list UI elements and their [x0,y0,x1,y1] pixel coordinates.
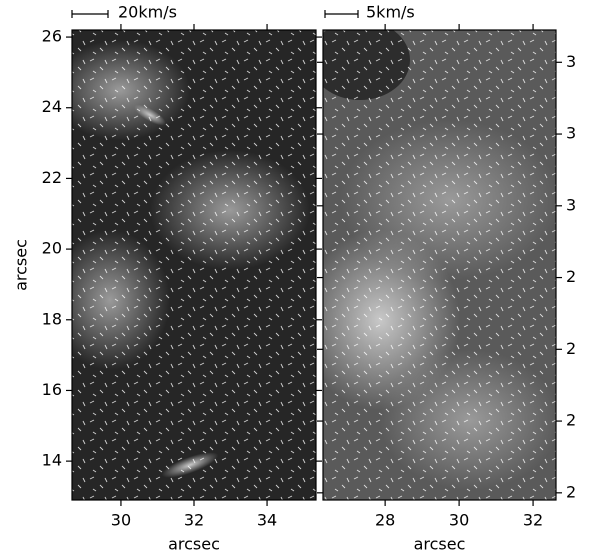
y-tick-label: 2 [566,339,576,358]
y-tick-label: 14 [42,451,62,470]
y-tick-label: 20 [42,239,62,258]
scale-label: 20km/s [118,3,177,22]
x-tick-label: 32 [184,511,204,530]
x-tick-label: 30 [111,511,131,530]
y-tick-label: 18 [42,309,62,328]
y-tick-label: 24 [42,97,62,116]
right-image [323,30,556,500]
y-tick-label: 2 [566,482,576,501]
y-tick-label: 2 [566,267,576,286]
y-tick-label: 2 [566,411,576,430]
x-axis-label: arcsec [168,535,220,554]
x-tick-label: 28 [375,511,395,530]
y-tick-label: 26 [42,27,62,46]
y-tick-label: 3 [566,124,576,143]
frame [322,29,557,501]
left-image [72,30,316,500]
x-tick-label: 34 [257,511,277,530]
y-tick-label: 22 [42,168,62,187]
x-tick-label: 32 [523,511,543,530]
scale-bars [71,10,359,18]
x-axis-label: arcsec [414,535,466,554]
y-tick-label: 16 [42,380,62,399]
x-tick-label: 30 [449,511,469,530]
y-tick-label: 3 [566,195,576,214]
scale-label: 5km/s [366,3,415,22]
y-tick-label: 3 [566,52,576,71]
y-axis-label: arcsec [12,239,31,291]
